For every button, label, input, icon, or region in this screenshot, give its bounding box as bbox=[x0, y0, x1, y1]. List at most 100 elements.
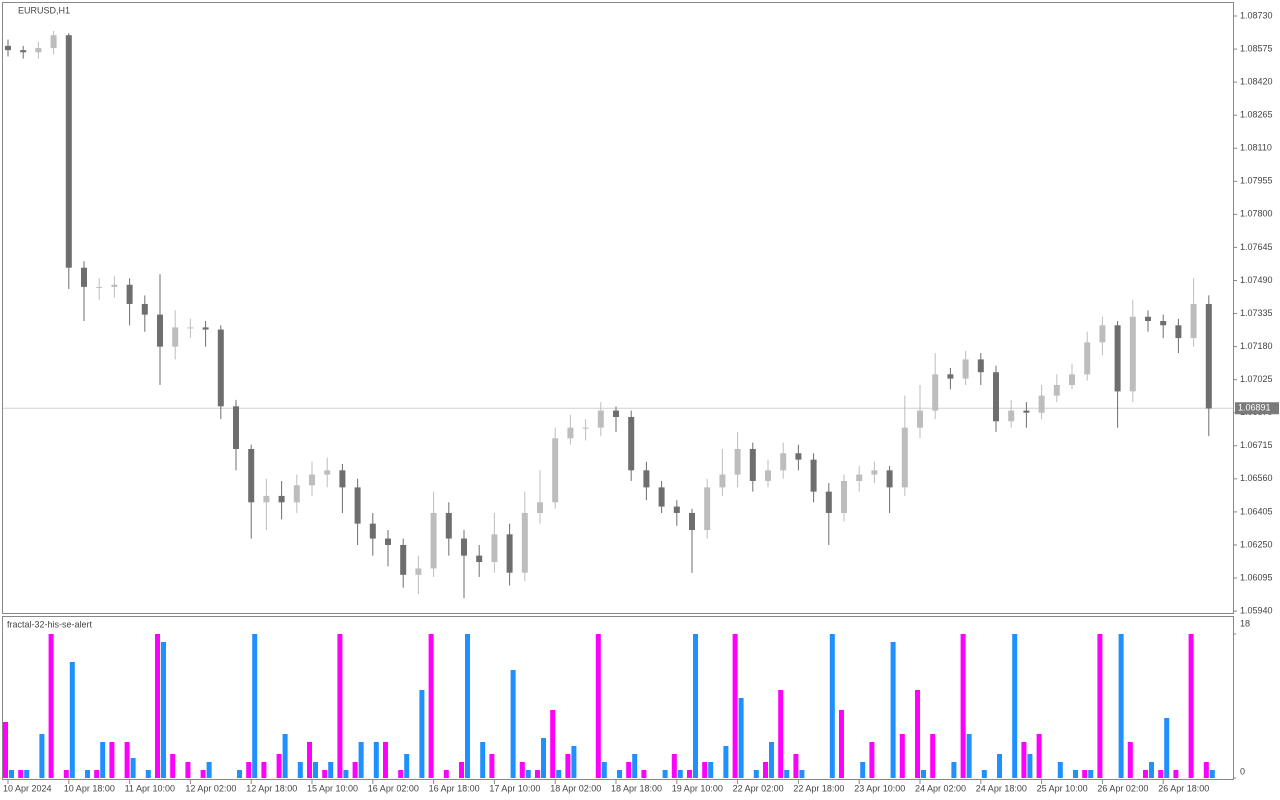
candle-body bbox=[20, 50, 27, 53]
y-tick-label: 1.08575 bbox=[1240, 43, 1273, 53]
bar bbox=[708, 762, 714, 778]
candle-body bbox=[1084, 342, 1091, 375]
candle-body bbox=[856, 474, 863, 481]
bar bbox=[525, 770, 531, 778]
candle-body bbox=[567, 427, 574, 439]
bar bbox=[185, 762, 191, 778]
bar bbox=[252, 634, 258, 778]
bar bbox=[860, 762, 866, 778]
candle-body bbox=[81, 267, 87, 287]
candle-body bbox=[1023, 410, 1030, 413]
bar bbox=[465, 634, 470, 778]
candle-body bbox=[491, 534, 498, 563]
bar bbox=[1027, 754, 1033, 778]
bar bbox=[206, 762, 212, 778]
candle-body bbox=[1038, 395, 1045, 413]
candle-body bbox=[810, 459, 817, 492]
candle-body bbox=[704, 487, 711, 531]
bar bbox=[601, 762, 607, 778]
x-tick-label: 26 Apr 02:00 bbox=[1097, 783, 1148, 793]
bar bbox=[155, 634, 160, 778]
x-tick-label: 26 Apr 18:00 bbox=[1158, 783, 1209, 793]
candle-body bbox=[825, 491, 832, 513]
candle-body bbox=[977, 359, 984, 373]
bar bbox=[784, 770, 790, 778]
bar bbox=[1173, 770, 1179, 778]
x-tick-label: 22 Apr 18:00 bbox=[793, 783, 844, 793]
candle-body bbox=[217, 329, 224, 407]
bar bbox=[951, 762, 957, 778]
candle-body bbox=[339, 470, 346, 488]
x-tick-label: 18 Apr 02:00 bbox=[550, 783, 601, 793]
candle-body bbox=[111, 284, 118, 287]
bar bbox=[9, 770, 14, 778]
bar bbox=[85, 770, 90, 778]
candle-body bbox=[552, 438, 559, 503]
bar bbox=[69, 662, 75, 778]
y-tick-label: 1.06095 bbox=[1240, 572, 1273, 582]
candle-body bbox=[445, 512, 452, 539]
candle-body bbox=[643, 470, 650, 488]
bar bbox=[383, 742, 388, 778]
candle-body bbox=[141, 303, 148, 315]
bar bbox=[3, 722, 8, 778]
bar bbox=[94, 770, 100, 778]
bar bbox=[237, 770, 242, 778]
y-tick-label: 1.07335 bbox=[1240, 308, 1273, 318]
bar bbox=[869, 742, 875, 778]
candle-body bbox=[476, 555, 483, 563]
candle-body bbox=[962, 359, 969, 379]
bar bbox=[829, 634, 835, 778]
candle-body bbox=[293, 485, 300, 503]
bar bbox=[550, 710, 556, 778]
chart-title: EURUSD,H1 bbox=[18, 5, 70, 15]
y-tick-label: 1.08420 bbox=[1240, 77, 1273, 87]
candle-body bbox=[719, 474, 726, 488]
candle-body bbox=[1114, 325, 1121, 392]
bar bbox=[702, 762, 708, 778]
bar bbox=[966, 734, 972, 778]
candle-body bbox=[1069, 374, 1075, 385]
y-tick-label: 18 bbox=[1240, 618, 1250, 628]
candle-body bbox=[506, 534, 513, 573]
bar bbox=[261, 762, 267, 778]
x-tick-label: 15 Apr 10:00 bbox=[307, 783, 358, 793]
candle-body bbox=[263, 495, 270, 503]
bar bbox=[763, 762, 768, 778]
candle-body bbox=[947, 374, 954, 379]
bar bbox=[322, 770, 328, 778]
candle-body bbox=[993, 372, 999, 422]
bar bbox=[1158, 770, 1164, 778]
bar bbox=[556, 770, 562, 778]
bar bbox=[480, 742, 486, 778]
bar bbox=[997, 754, 1002, 778]
candle-body bbox=[309, 474, 315, 486]
bar bbox=[307, 742, 312, 778]
candle-body bbox=[673, 506, 680, 513]
candle-body bbox=[1129, 316, 1136, 392]
candle-body bbox=[400, 544, 407, 575]
candle-body bbox=[35, 48, 42, 53]
candle-body bbox=[1190, 303, 1197, 339]
candle-body bbox=[1053, 384, 1060, 396]
bar bbox=[489, 754, 495, 778]
candle-body bbox=[1008, 410, 1015, 422]
y-tick-label: 1.06560 bbox=[1240, 473, 1273, 483]
bar bbox=[769, 742, 774, 778]
x-tick-label: 23 Apr 10:00 bbox=[854, 783, 905, 793]
bar bbox=[282, 734, 288, 778]
candle-body bbox=[613, 410, 619, 417]
candle-body bbox=[765, 470, 771, 481]
bar bbox=[328, 762, 334, 778]
candle-body bbox=[461, 538, 467, 556]
bar bbox=[1088, 770, 1094, 778]
y-tick-label: 1.07645 bbox=[1240, 242, 1273, 252]
indicator-pane bbox=[2, 616, 1234, 780]
last-price-box bbox=[1235, 402, 1279, 415]
bar bbox=[1073, 770, 1078, 778]
bar bbox=[595, 634, 601, 778]
y-tick-label: 1.05940 bbox=[1240, 605, 1273, 615]
bar bbox=[145, 770, 151, 778]
bar bbox=[541, 738, 546, 778]
candle-body bbox=[187, 327, 194, 329]
